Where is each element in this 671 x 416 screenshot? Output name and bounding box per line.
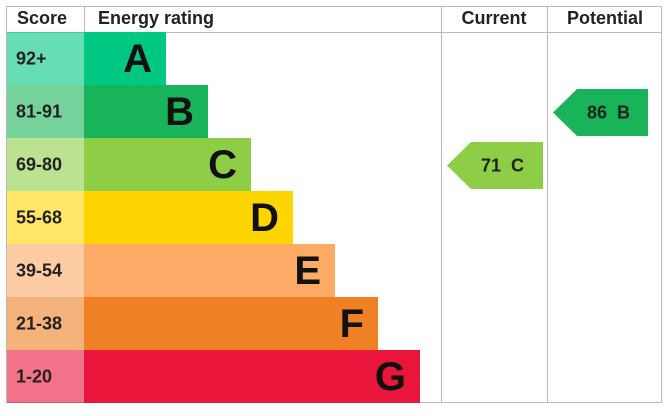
score-cell (7, 350, 84, 403)
score-cell (7, 32, 84, 85)
band-bar (84, 244, 335, 297)
potential-value: 86 (587, 102, 607, 122)
header-current: Current (461, 8, 526, 28)
current-arrow (447, 142, 543, 189)
band-letter: E (294, 249, 321, 293)
band-letter: F (340, 302, 364, 346)
band-score: 69-80 (16, 154, 62, 174)
band-letter: D (250, 196, 279, 240)
band-bar (84, 85, 208, 138)
score-cell (7, 85, 84, 138)
band-letter: C (208, 143, 237, 187)
band-score: 55-68 (16, 207, 62, 227)
band-bar (84, 297, 378, 350)
band-score: 1-20 (16, 366, 52, 386)
band-bar (84, 138, 251, 191)
score-cell (7, 297, 84, 350)
header-rating: Energy rating (98, 8, 214, 28)
band-letter: G (375, 355, 406, 399)
potential-band: B (617, 102, 630, 122)
score-cell (7, 244, 84, 297)
current-band: C (511, 155, 524, 175)
current-value: 71 (481, 155, 501, 175)
band-score: 81-91 (16, 101, 62, 121)
band-bar (84, 350, 420, 403)
score-cell (7, 138, 84, 191)
header-potential: Potential (567, 8, 643, 28)
band-bar (84, 32, 166, 85)
header-score: Score (17, 8, 67, 28)
potential-arrow (553, 89, 648, 136)
band-score: 39-54 (16, 260, 62, 280)
band-score: 21-38 (16, 313, 62, 333)
band-bar (84, 191, 293, 244)
score-cell (7, 191, 84, 244)
band-letter: A (123, 37, 152, 81)
band-score: 92+ (16, 48, 47, 68)
band-letter: B (165, 90, 194, 134)
